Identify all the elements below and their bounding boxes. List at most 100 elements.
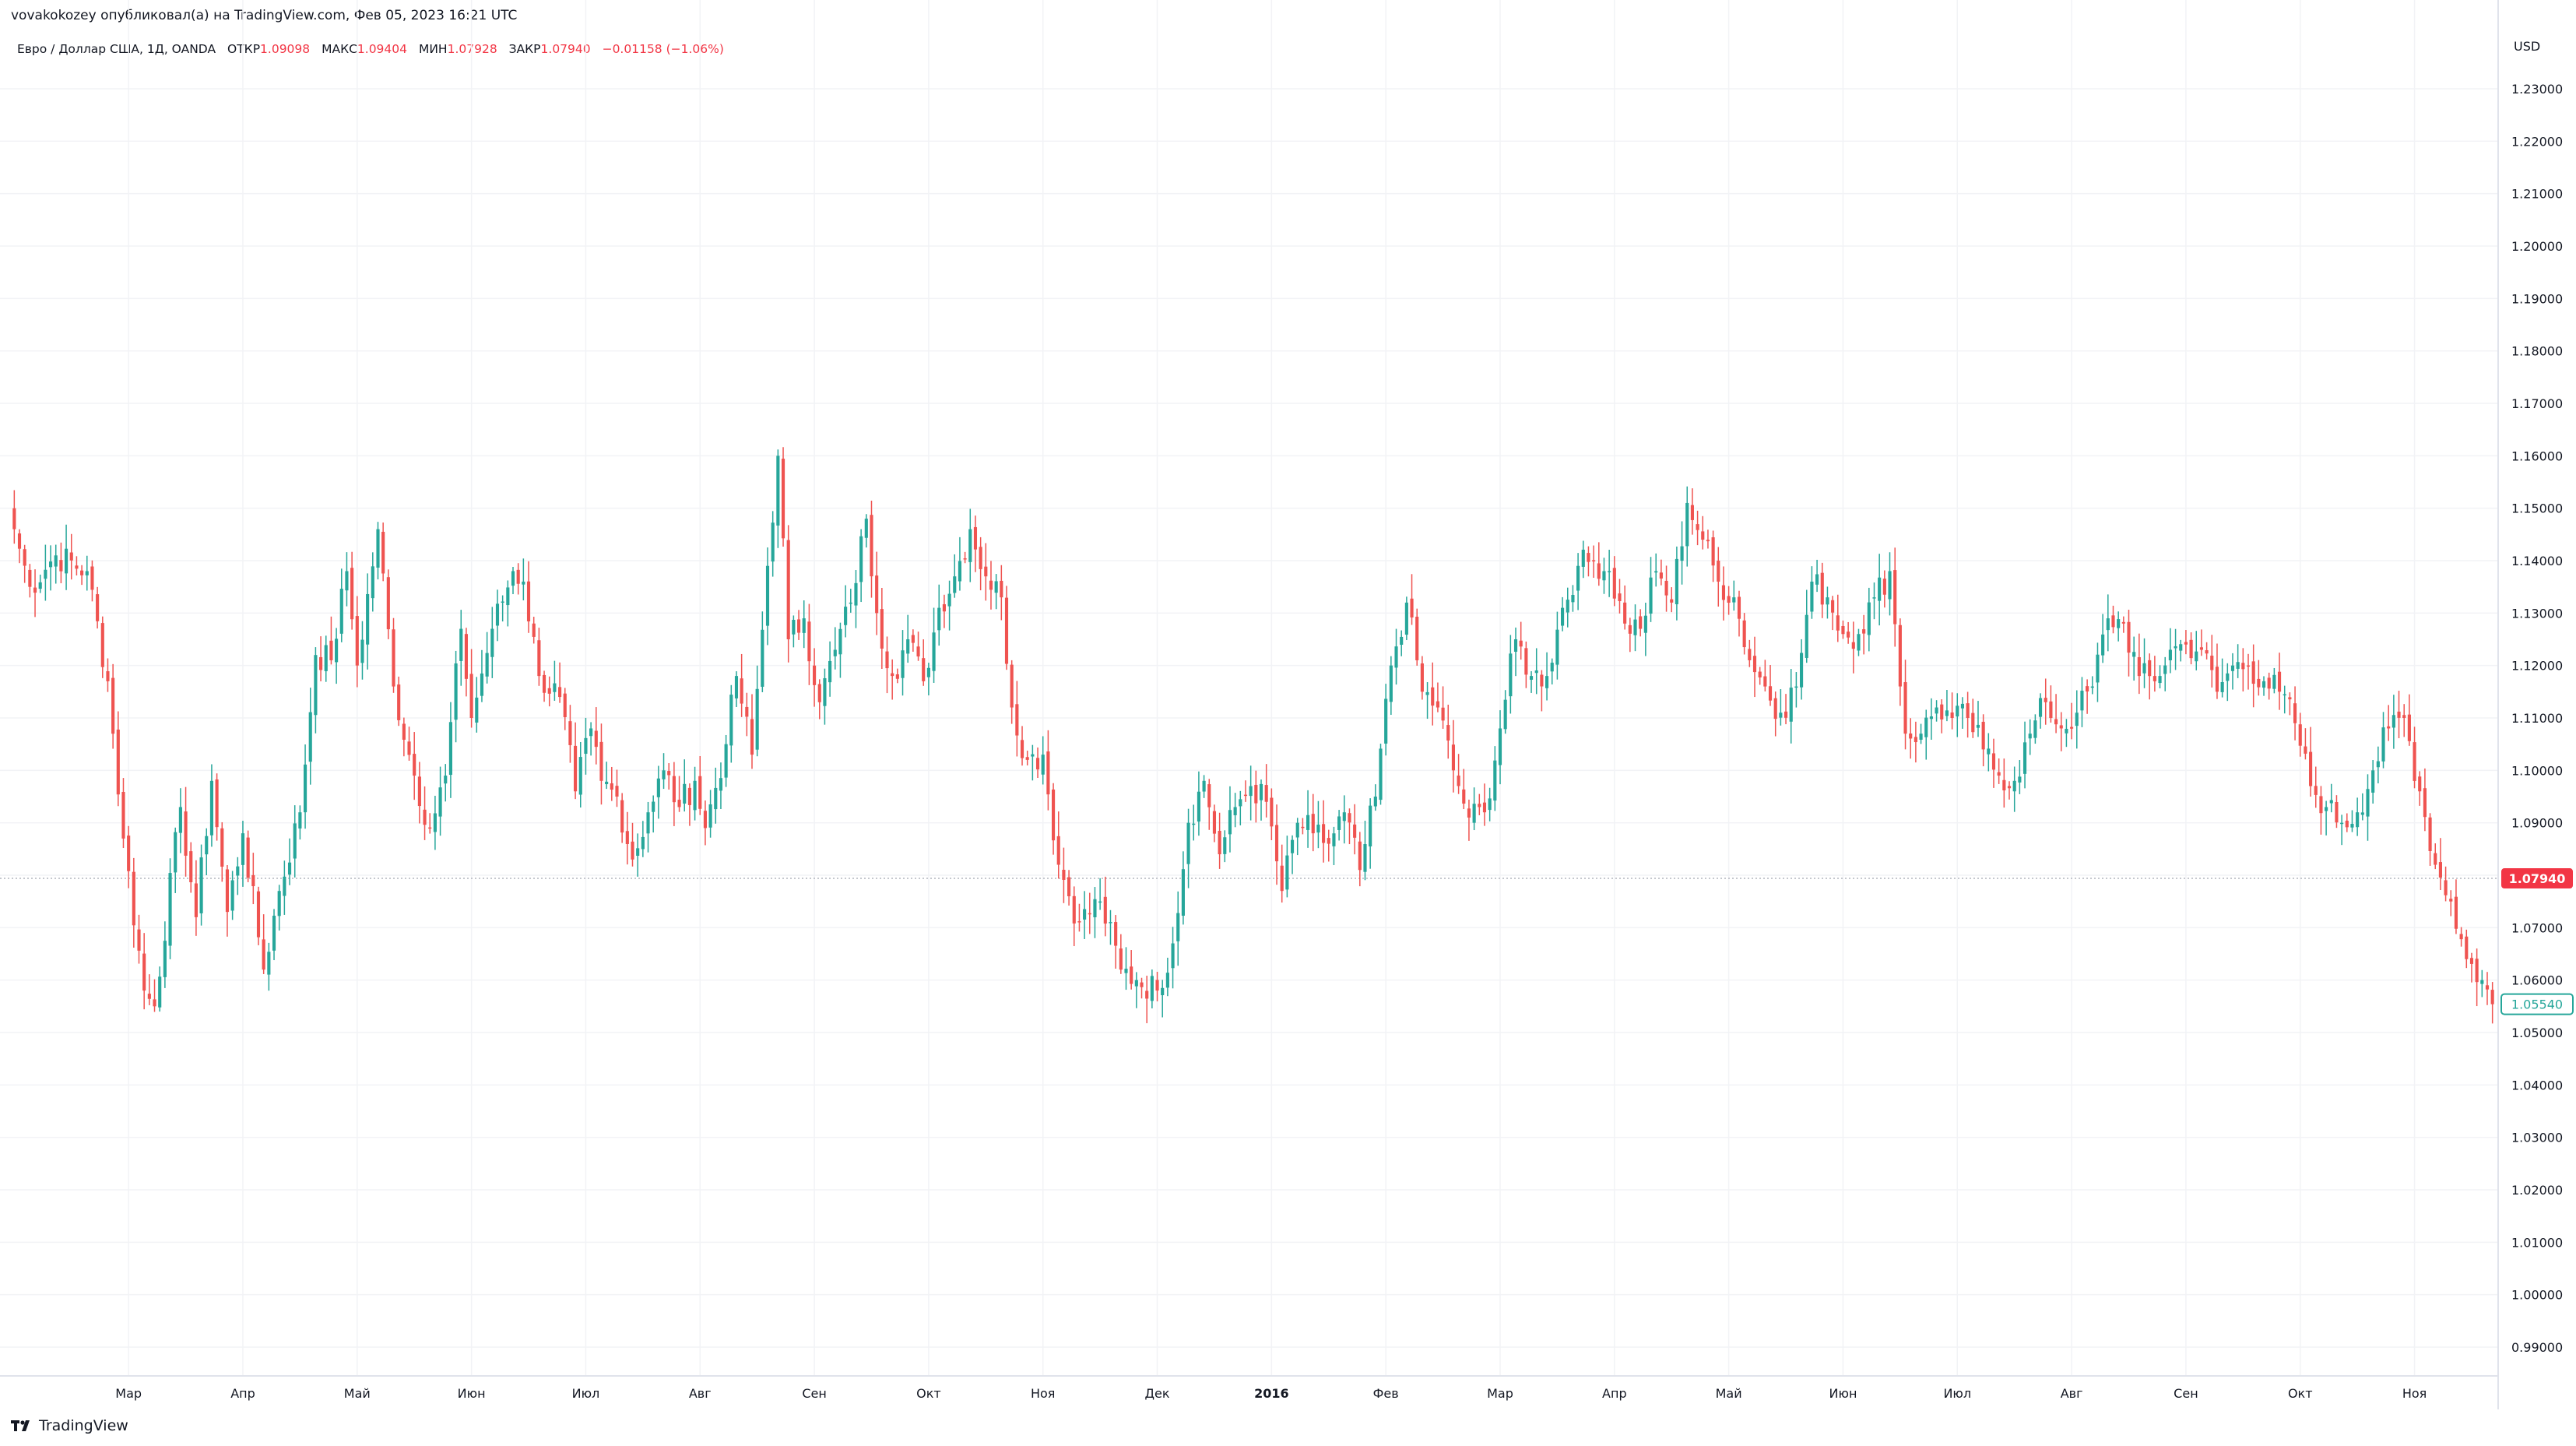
candle — [2309, 727, 2313, 797]
candle — [599, 723, 603, 805]
candle-body — [2148, 660, 2152, 677]
candle — [605, 762, 609, 790]
candle-body — [1280, 865, 1284, 892]
candle — [901, 630, 905, 696]
candle-body — [298, 812, 302, 829]
candle — [2168, 628, 2172, 674]
candle-body — [1670, 599, 1674, 603]
candle-body — [610, 783, 613, 790]
candle-body — [584, 737, 588, 755]
candle — [532, 617, 536, 644]
symbol-title[interactable]: Евро / Доллар США, 1Д, OANDA — [17, 42, 216, 56]
candle-body — [2423, 788, 2427, 818]
candle-body — [69, 552, 73, 561]
candle-body — [2080, 691, 2084, 711]
time-tick-label: Ноя — [2402, 1386, 2427, 1401]
candle-body — [106, 670, 110, 681]
candle-body — [1384, 698, 1388, 744]
candle-body — [537, 640, 541, 677]
candle — [1794, 672, 1798, 708]
last-price-tag: 1.07940 — [2501, 868, 2573, 889]
candle-body — [1701, 531, 1705, 540]
candle — [2101, 614, 2105, 663]
candle-body — [620, 800, 624, 833]
candle-body — [1420, 663, 1424, 692]
candle — [2246, 653, 2251, 690]
candle-body — [350, 568, 354, 620]
candle — [2261, 676, 2266, 696]
candle-body — [662, 770, 666, 779]
candle — [526, 561, 531, 633]
time-axis[interactable]: Мар Апр Май Июн Июл Авг Сен Окт Ноя Дек 2016 Фев Мар… — [115, 1386, 2427, 1401]
candle-body — [1862, 629, 1866, 634]
candle — [2251, 644, 2255, 708]
candle-body — [501, 601, 504, 603]
candle-body — [1945, 710, 1949, 716]
candle — [2475, 948, 2479, 1007]
candle-body — [599, 741, 603, 781]
candle — [475, 677, 479, 733]
candle — [984, 543, 988, 601]
candle — [392, 617, 395, 693]
time-tick-label: Июл — [572, 1386, 600, 1401]
candle-body — [1612, 568, 1616, 599]
candle-body — [2070, 727, 2074, 729]
candle — [2096, 642, 2100, 702]
candle — [656, 765, 660, 819]
candle-body — [2267, 677, 2271, 689]
price-tick-label: 1.07000 — [2511, 920, 2563, 935]
candle — [911, 629, 915, 652]
candle — [916, 632, 920, 661]
price-tick-label: 0.99000 — [2511, 1340, 2563, 1355]
candle — [1327, 829, 1330, 862]
candle — [1592, 545, 1596, 579]
candle — [1254, 770, 1258, 823]
candle-body — [272, 915, 276, 951]
candle — [1067, 870, 1071, 906]
candle-body — [792, 620, 796, 635]
candle — [1109, 909, 1112, 945]
candle-body — [1534, 670, 1538, 674]
candle — [1571, 585, 1575, 612]
candle — [693, 766, 697, 821]
candle-body — [360, 639, 364, 663]
candle — [2189, 632, 2193, 665]
candle-body — [2350, 824, 2354, 828]
candle-body — [714, 787, 718, 810]
candle-body — [220, 828, 224, 867]
candle — [958, 537, 962, 591]
candle-body — [1752, 656, 1757, 673]
candle — [506, 580, 510, 627]
candle-body — [1773, 698, 1777, 719]
candle-body — [2022, 742, 2027, 774]
candle — [1898, 618, 1902, 706]
candle — [69, 533, 73, 580]
price-axis[interactable]: 1.23000 1.22000 1.21000 1.20000 1.19000 1.180… — [2511, 82, 2563, 1355]
candle — [28, 564, 32, 598]
candle-body — [100, 623, 104, 667]
candle-body — [1134, 980, 1138, 987]
candle — [355, 596, 359, 688]
candle — [1587, 546, 1590, 577]
candle — [1088, 892, 1091, 934]
candle-body — [2002, 779, 2006, 791]
candle-body — [2257, 678, 2261, 688]
candle — [1274, 804, 1279, 885]
candle-body — [2033, 720, 2037, 738]
tradingview-brand[interactable]: TradingView — [11, 1417, 128, 1434]
price-tick-label: 1.10000 — [2511, 763, 2563, 778]
candle — [147, 974, 151, 1005]
candle-body — [2246, 665, 2251, 667]
candle — [1966, 691, 1970, 738]
candle — [2121, 616, 2125, 633]
ghost-price-value: 1.05540 — [2511, 997, 2563, 1012]
candle — [2075, 690, 2079, 749]
candle — [2288, 692, 2292, 716]
candle-body — [1981, 721, 1985, 750]
candle-body — [1919, 734, 1923, 740]
time-tick-label: Май — [1716, 1386, 1742, 1401]
candle — [745, 692, 749, 737]
candle-body — [1608, 571, 1611, 572]
candle-body — [90, 566, 94, 590]
